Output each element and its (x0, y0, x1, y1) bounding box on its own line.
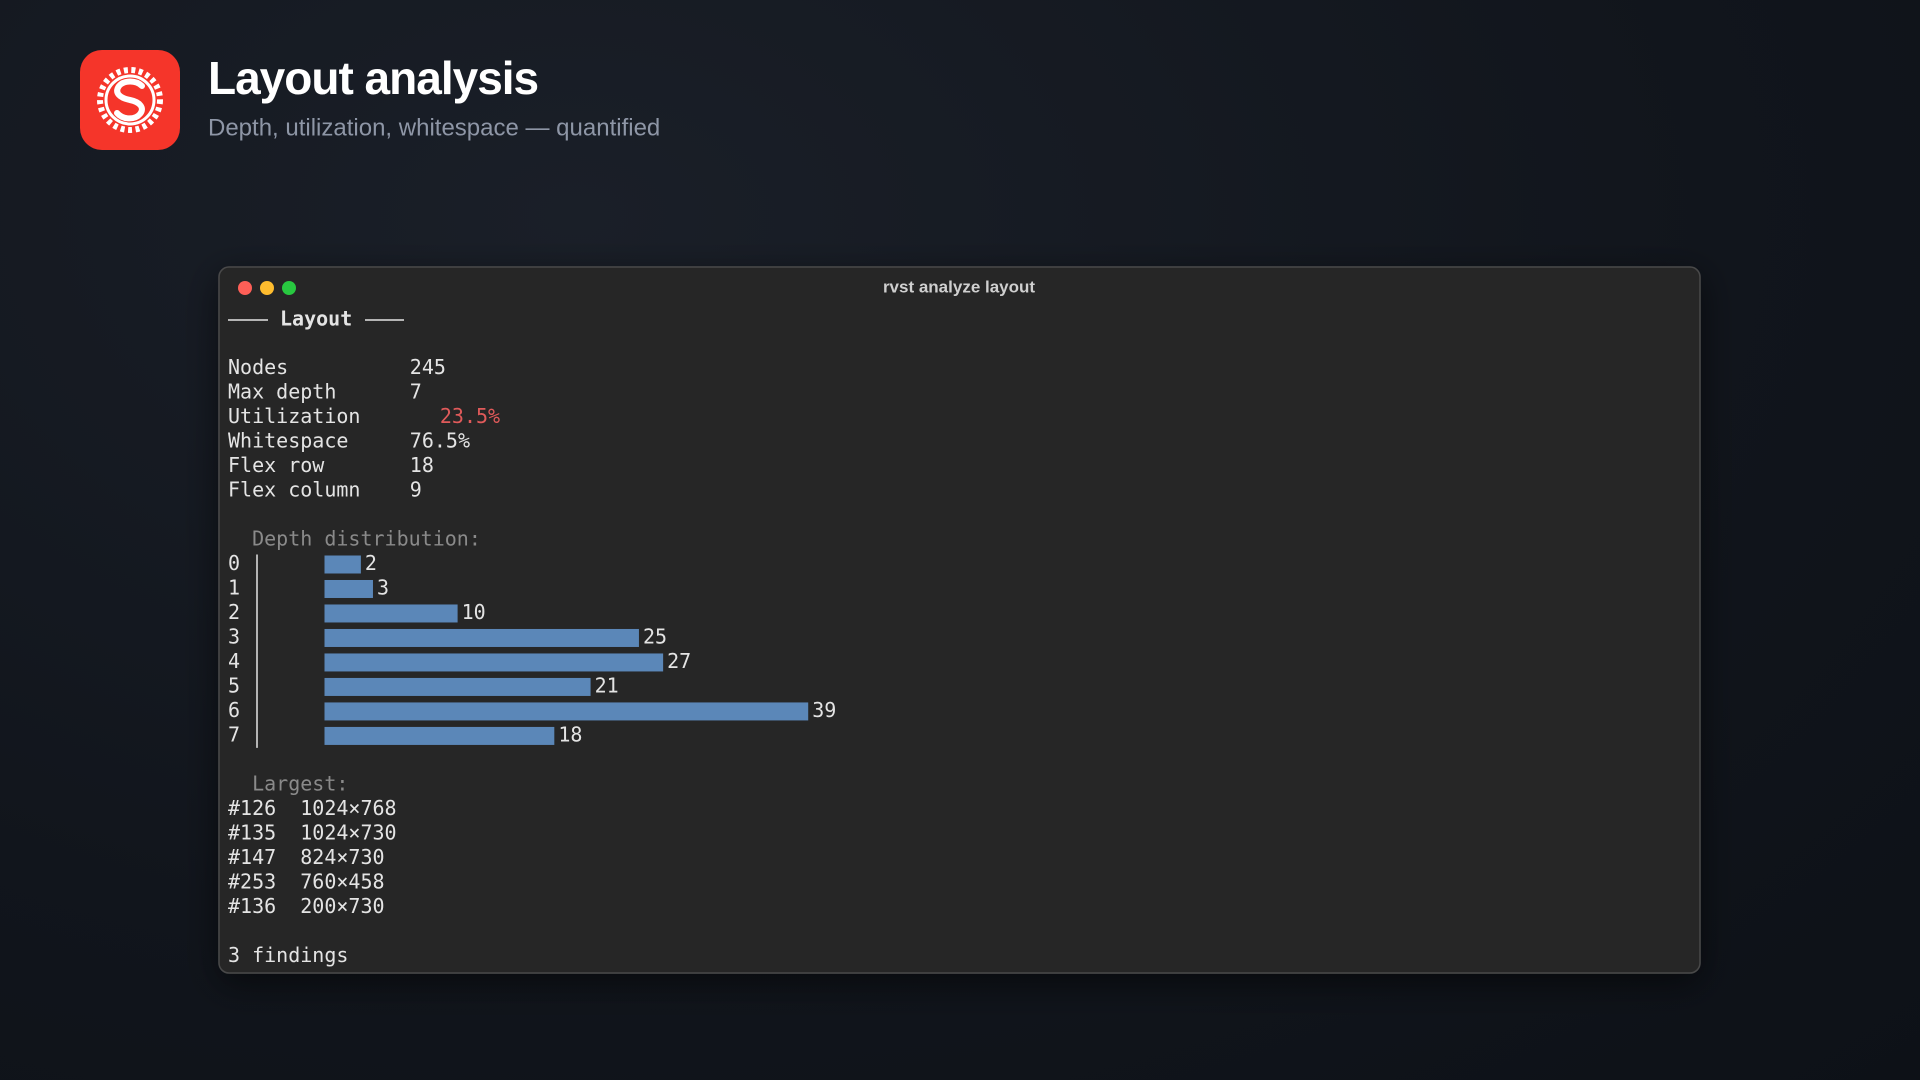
node-size: 1024×730 (300, 820, 396, 844)
node-size: 760×458 (300, 869, 384, 893)
chart-title: Depth distribution: (252, 527, 481, 551)
stat-label: Utilization (228, 404, 360, 428)
stat-value: 23.5% (440, 404, 500, 428)
bar-value: 39 (812, 698, 836, 722)
stat-label: Max depth (228, 380, 336, 404)
bar-value: 10 (462, 600, 486, 624)
stat-value: 7 (410, 380, 422, 404)
stat-label: Whitespace (228, 429, 348, 453)
app-icon (80, 50, 180, 150)
node-size: 824×730 (300, 845, 384, 869)
node-id: #147 (228, 845, 276, 869)
list-title: Largest: (252, 771, 348, 795)
stat-label: Flex row (228, 453, 325, 477)
bar (324, 702, 809, 721)
stat-value: 9 (410, 478, 422, 502)
findings: 3 findings (228, 943, 348, 967)
category-label: 0 (228, 551, 240, 575)
bar (324, 726, 555, 745)
bar-value: 27 (667, 649, 691, 673)
node-id: #126 (228, 796, 276, 820)
node-size: 200×730 (300, 894, 384, 918)
category-label: 3 (228, 624, 240, 648)
bar-value: 18 (558, 722, 582, 746)
stat-label: Nodes (228, 355, 288, 379)
minimize-button[interactable] (260, 281, 274, 295)
category-label: 5 (228, 673, 240, 697)
category-label: 4 (228, 649, 240, 673)
node-id: #136 (228, 894, 276, 918)
node-id: #253 (228, 869, 276, 893)
bar (324, 677, 591, 696)
bar-value: 2 (365, 551, 377, 575)
bar (324, 653, 664, 672)
bar (324, 604, 458, 623)
category-label: 7 (228, 722, 240, 746)
stat-label: Flex column (228, 478, 360, 502)
bar (324, 628, 639, 647)
stat-value: 76.5% (410, 429, 470, 453)
bar-value: 21 (595, 673, 619, 697)
bar (324, 579, 373, 598)
bar-value: 25 (643, 624, 667, 648)
window-title: rvst analyze layout (883, 277, 1035, 296)
category-label: 1 (228, 575, 240, 599)
node-id: #135 (228, 820, 276, 844)
page-subtitle: Depth, utilization, whitespace — quantif… (208, 114, 660, 141)
stat-value: 18 (410, 453, 434, 477)
bar-value: 3 (377, 575, 389, 599)
section-title: Layout (280, 307, 352, 331)
stat-value: 245 (410, 355, 446, 379)
category-label: 2 (228, 600, 240, 624)
page-title: Layout analysis (208, 52, 538, 104)
bar (324, 555, 361, 574)
terminal-window: rvst analyze layout Layout (218, 266, 1701, 974)
node-size: 1024×768 (300, 796, 396, 820)
category-label: 6 (228, 698, 240, 722)
zoom-button[interactable] (282, 281, 296, 295)
close-button[interactable] (238, 281, 252, 295)
